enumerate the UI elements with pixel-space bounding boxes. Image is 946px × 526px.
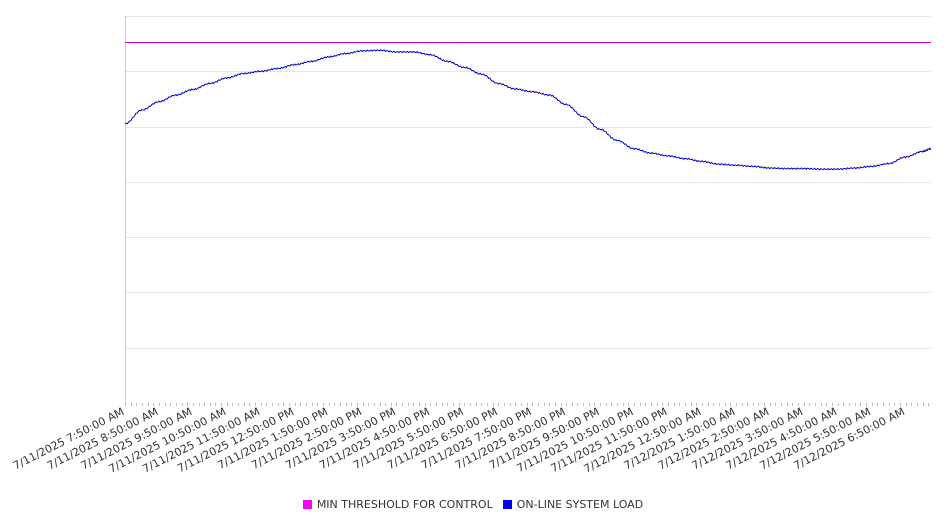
legend-swatch [302, 500, 312, 509]
x-axis-tick-labels: 7/11/2025 7:50:00 AM7/11/2025 8:50:00 AM… [11, 405, 907, 476]
legend: MIN THRESHOLD FOR CONTROL ON-LINE SYSTEM … [0, 498, 946, 511]
gridlines [125, 16, 931, 349]
legend-item-0[interactable]: MIN THRESHOLD FOR CONTROL [302, 498, 493, 511]
legend-item-1[interactable]: ON-LINE SYSTEM LOAD [502, 498, 644, 511]
series-line-1 [124, 48, 932, 171]
legend-swatch [502, 500, 512, 509]
legend-label: MIN THRESHOLD FOR CONTROL [316, 498, 493, 511]
legend-label: ON-LINE SYSTEM LOAD [516, 498, 644, 511]
x-axis-minor-ticks [125, 403, 929, 406]
series-layer [124, 42, 932, 171]
